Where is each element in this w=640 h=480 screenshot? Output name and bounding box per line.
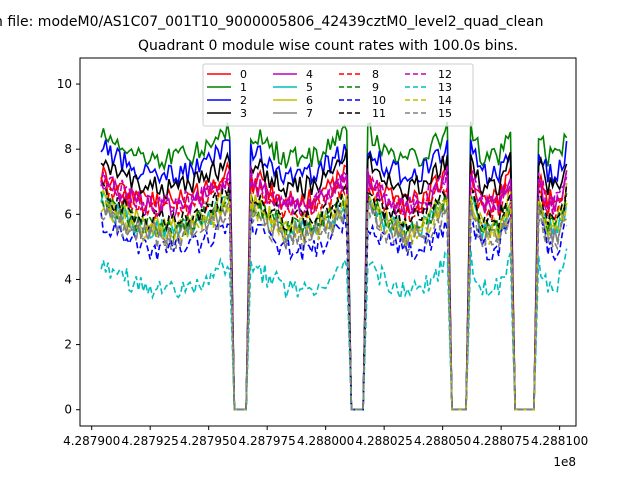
series-line-9: [100, 191, 568, 411]
series-line-11: [100, 181, 568, 411]
x-tick-label: 4.288075: [472, 434, 529, 448]
x-tick-label: 4.288000: [297, 434, 354, 448]
x-tick-label: 4.287975: [239, 434, 296, 448]
legend-label: 1: [240, 81, 247, 94]
legend-label: 13: [438, 81, 452, 94]
legend-label: 3: [240, 107, 247, 120]
legend-label: 2: [240, 94, 247, 107]
series-line-13: [100, 248, 568, 411]
legend-label: 10: [372, 94, 386, 107]
y-tick-label: 6: [64, 207, 72, 221]
legend-label: 4: [306, 68, 313, 81]
chart-suptitle: n file: modeM0/AS1C07_001T10_9000005806_…: [0, 14, 543, 30]
x-offset-label: 1e8: [553, 455, 576, 469]
legend-label: 6: [306, 94, 313, 107]
series-layer: [100, 121, 568, 411]
x-tick-label: 4.287950: [180, 434, 237, 448]
x-tick-label: 4.288050: [414, 434, 471, 448]
y-tick-label: 2: [64, 338, 72, 352]
series-line-1: [100, 121, 568, 411]
series-line-12: [100, 165, 568, 411]
x-tick-label: 4.288100: [531, 434, 588, 448]
legend-label: 0: [240, 68, 247, 81]
x-axis: 4.287900 4.287925 4.287950 4.287975 4.288000…: [63, 426, 588, 448]
series-line-3: [100, 149, 568, 411]
y-tick-label: 10: [57, 77, 72, 91]
y-tick-label: 0: [64, 403, 72, 417]
legend-label: 7: [306, 107, 313, 120]
x-tick-label: 4.287925: [122, 434, 179, 448]
y-tick-label: 8: [64, 142, 72, 156]
x-tick-label: 4.287900: [63, 434, 120, 448]
series-line-8: [100, 175, 568, 411]
legend-label: 5: [306, 81, 313, 94]
legend-label: 15: [438, 107, 452, 120]
chart-title: Quadrant 0 module wise count rates with …: [138, 38, 518, 54]
x-tick-label: 4.288025: [356, 434, 413, 448]
y-axis: 0 2 4 6 8 10: [57, 77, 80, 417]
legend-label: 9: [372, 81, 379, 94]
legend-label: 12: [438, 68, 452, 81]
legend-label: 14: [438, 94, 452, 107]
plot-frame: [79, 57, 577, 427]
legend-label: 11: [372, 107, 386, 120]
y-tick-label: 4: [64, 272, 72, 286]
series-line-15: [100, 201, 567, 411]
legend-frame: [202, 63, 474, 127]
legend-label: 8: [372, 68, 379, 81]
